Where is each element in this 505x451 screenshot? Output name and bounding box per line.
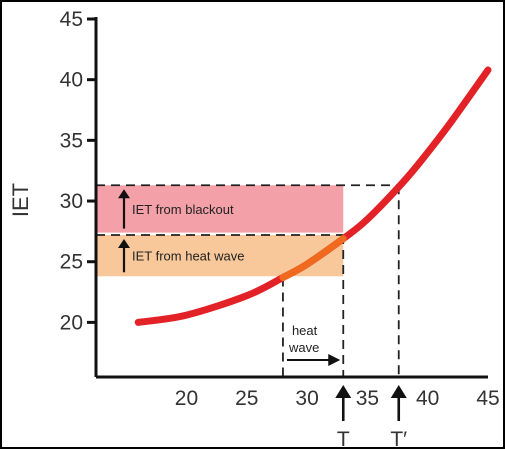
marker-label-0: T bbox=[337, 428, 350, 451]
annotation-line-0: heat bbox=[292, 323, 318, 338]
band-label-0: IET from blackout bbox=[132, 202, 234, 217]
x-tick-label-35: 35 bbox=[356, 387, 379, 410]
marker-arrow-head-1 bbox=[390, 385, 407, 398]
bands-layer: IET from blackout IET from heat wave bbox=[96, 185, 344, 277]
band-0 bbox=[96, 185, 344, 233]
guides-layer bbox=[96, 184, 400, 377]
y-tick-label-35: 35 bbox=[60, 129, 83, 152]
band-label-1: IET from heat wave bbox=[132, 249, 244, 264]
marker-label-1: T′ bbox=[390, 428, 407, 451]
x-tick-label-30: 30 bbox=[295, 387, 318, 410]
annotation-line-1: wave bbox=[288, 340, 319, 355]
annotation-arrow-head bbox=[328, 354, 341, 366]
y-axis-label: IET bbox=[8, 183, 33, 217]
x-tick-label-25: 25 bbox=[235, 387, 258, 410]
axes-layer: 20 25 30 35 40 45 20 25 30 35 40 45 bbox=[60, 8, 500, 410]
iet-curve-highlight bbox=[279, 235, 347, 281]
x-tick-label-40: 40 bbox=[416, 387, 439, 410]
y-tick-label-45: 45 bbox=[60, 8, 83, 31]
y-tick-label-40: 40 bbox=[60, 69, 83, 92]
band-arrow-head-1 bbox=[118, 239, 130, 249]
y-tick-label-30: 30 bbox=[60, 190, 83, 213]
marker-arrow-head-0 bbox=[335, 385, 352, 398]
y-tick-label-20: 20 bbox=[60, 311, 83, 334]
band-arrow-head-0 bbox=[118, 189, 130, 199]
x-tick-label-20: 20 bbox=[175, 387, 198, 410]
y-tick-label-25: 25 bbox=[60, 251, 83, 274]
annotation-layer: heat wave T T′ bbox=[286, 323, 407, 451]
curve-layer bbox=[134, 66, 492, 326]
x-tick-label-45: 45 bbox=[476, 387, 499, 410]
